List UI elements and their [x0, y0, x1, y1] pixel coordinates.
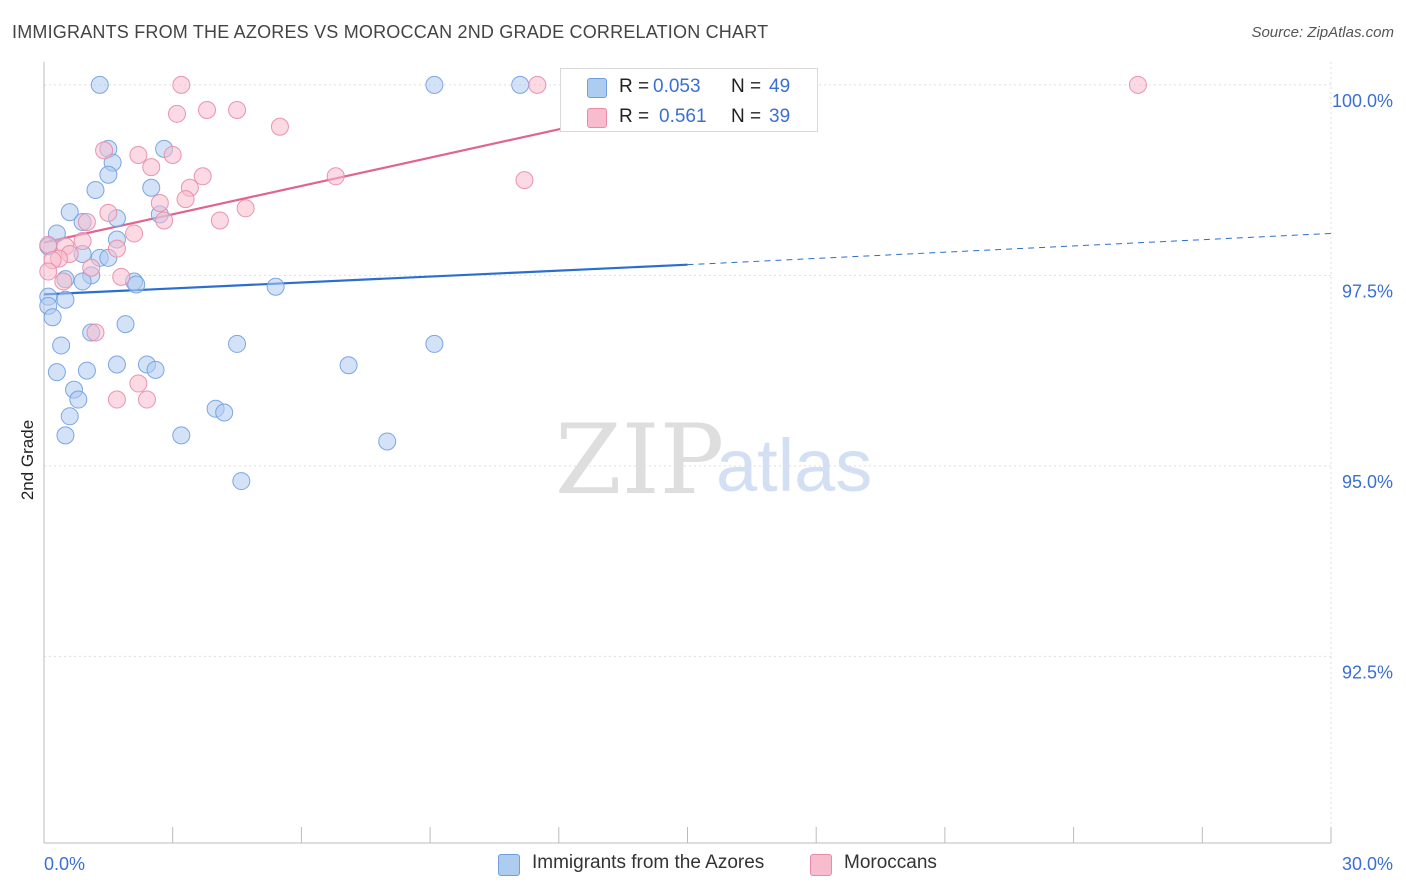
y-tick-label: 100.0%	[1332, 91, 1393, 111]
r-value: 0.053	[653, 76, 701, 97]
stats-row-azores: R = 0.053 N = 49	[561, 71, 817, 101]
point-azores	[69, 390, 88, 409]
point-moroccans	[155, 211, 174, 230]
axes	[43, 62, 1332, 844]
point-moroccans	[142, 158, 161, 177]
point-azores	[425, 334, 444, 353]
stats-row-moroccans: R = 0.561 N = 39	[561, 101, 817, 131]
point-azores	[339, 356, 358, 375]
point-moroccans	[515, 171, 534, 190]
x-tick-label: 30.0%	[1342, 854, 1393, 874]
point-azores	[127, 275, 146, 294]
watermark: ZIP atlas	[555, 404, 872, 516]
point-moroccans	[107, 390, 126, 409]
chart-title: IMMIGRANTS FROM THE AZORES VS MOROCCAN 2…	[12, 22, 769, 42]
point-azores	[228, 334, 247, 353]
trend-line-azores	[43, 263, 688, 296]
watermark-zip: ZIP	[555, 404, 724, 516]
legend: Immigrants from the Azores Moroccans	[0, 852, 1406, 878]
point-moroccans	[95, 141, 114, 160]
point-moroccans	[73, 232, 92, 251]
point-azores	[56, 290, 75, 309]
point-azores	[107, 355, 126, 374]
point-azores	[47, 363, 66, 382]
point-azores	[60, 203, 79, 222]
point-azores	[172, 426, 191, 445]
tick-labels: 92.5% 95.0% 97.5% 100.0% 0.0% 30.0%	[44, 91, 1393, 874]
point-moroccans	[107, 239, 126, 258]
point-azores	[142, 178, 161, 197]
point-azores	[77, 361, 96, 380]
n-value: 49	[769, 76, 791, 97]
point-moroccans	[54, 272, 73, 291]
grid	[44, 62, 1332, 843]
n-label: N =	[731, 106, 762, 127]
stats-box: R = 0.053 N = 49 R = 0.561 N = 39	[560, 68, 818, 132]
point-moroccans	[125, 224, 144, 243]
point-moroccans	[176, 190, 195, 209]
point-moroccans	[86, 323, 105, 342]
point-moroccans	[150, 193, 169, 212]
point-moroccans	[112, 267, 131, 286]
point-azores	[511, 75, 530, 94]
point-azores	[215, 403, 234, 422]
point-azores	[73, 272, 92, 291]
point-azores	[52, 336, 71, 355]
legend-swatch-azores	[498, 854, 520, 876]
point-moroccans	[129, 145, 148, 164]
point-moroccans	[99, 203, 118, 222]
y-tick-label: 95.0%	[1342, 472, 1393, 492]
point-moroccans	[193, 167, 212, 186]
data-points	[39, 75, 1147, 491]
r-label: R =	[619, 76, 650, 97]
point-azores	[116, 315, 135, 334]
point-moroccans	[39, 235, 58, 254]
point-moroccans	[163, 145, 182, 164]
y-tick-label: 97.5%	[1342, 281, 1393, 301]
point-azores	[425, 75, 444, 94]
point-azores	[60, 407, 79, 426]
point-moroccans	[210, 211, 229, 230]
point-azores	[56, 426, 75, 445]
point-moroccans	[172, 75, 191, 94]
point-moroccans	[236, 199, 255, 218]
azores-swatch	[587, 78, 607, 98]
point-moroccans	[39, 262, 58, 281]
n-value: 39	[769, 106, 791, 127]
point-moroccans	[167, 104, 186, 123]
point-moroccans	[82, 258, 101, 277]
point-moroccans	[528, 75, 547, 94]
x-tick-label: 0.0%	[44, 854, 85, 874]
point-moroccans	[129, 374, 148, 393]
r-label: R =	[619, 106, 650, 127]
legend-swatch-moroccans	[810, 854, 832, 876]
moroccans-swatch	[587, 108, 607, 128]
point-moroccans	[137, 390, 156, 409]
n-label: N =	[731, 76, 762, 97]
legend-label-moroccans: Moroccans	[844, 852, 937, 873]
point-azores	[86, 181, 105, 200]
point-moroccans	[77, 213, 96, 232]
point-moroccans	[1128, 75, 1147, 94]
point-azores	[378, 432, 397, 451]
trend-line-azores-extrapolated	[687, 232, 1332, 266]
point-azores	[232, 472, 251, 491]
legend-label-azores: Immigrants from the Azores	[532, 852, 765, 873]
point-azores	[43, 308, 62, 327]
point-azores	[99, 165, 118, 184]
point-moroccans	[326, 167, 345, 186]
point-moroccans	[198, 101, 217, 120]
point-moroccans	[270, 117, 289, 136]
point-azores	[146, 360, 165, 379]
point-moroccans	[228, 101, 247, 120]
y-tick-label: 92.5%	[1342, 662, 1393, 682]
point-azores	[266, 277, 285, 296]
point-azores	[90, 75, 109, 94]
r-value: 0.561	[659, 106, 707, 127]
source-label: Source: ZipAtlas.com	[1251, 24, 1394, 41]
